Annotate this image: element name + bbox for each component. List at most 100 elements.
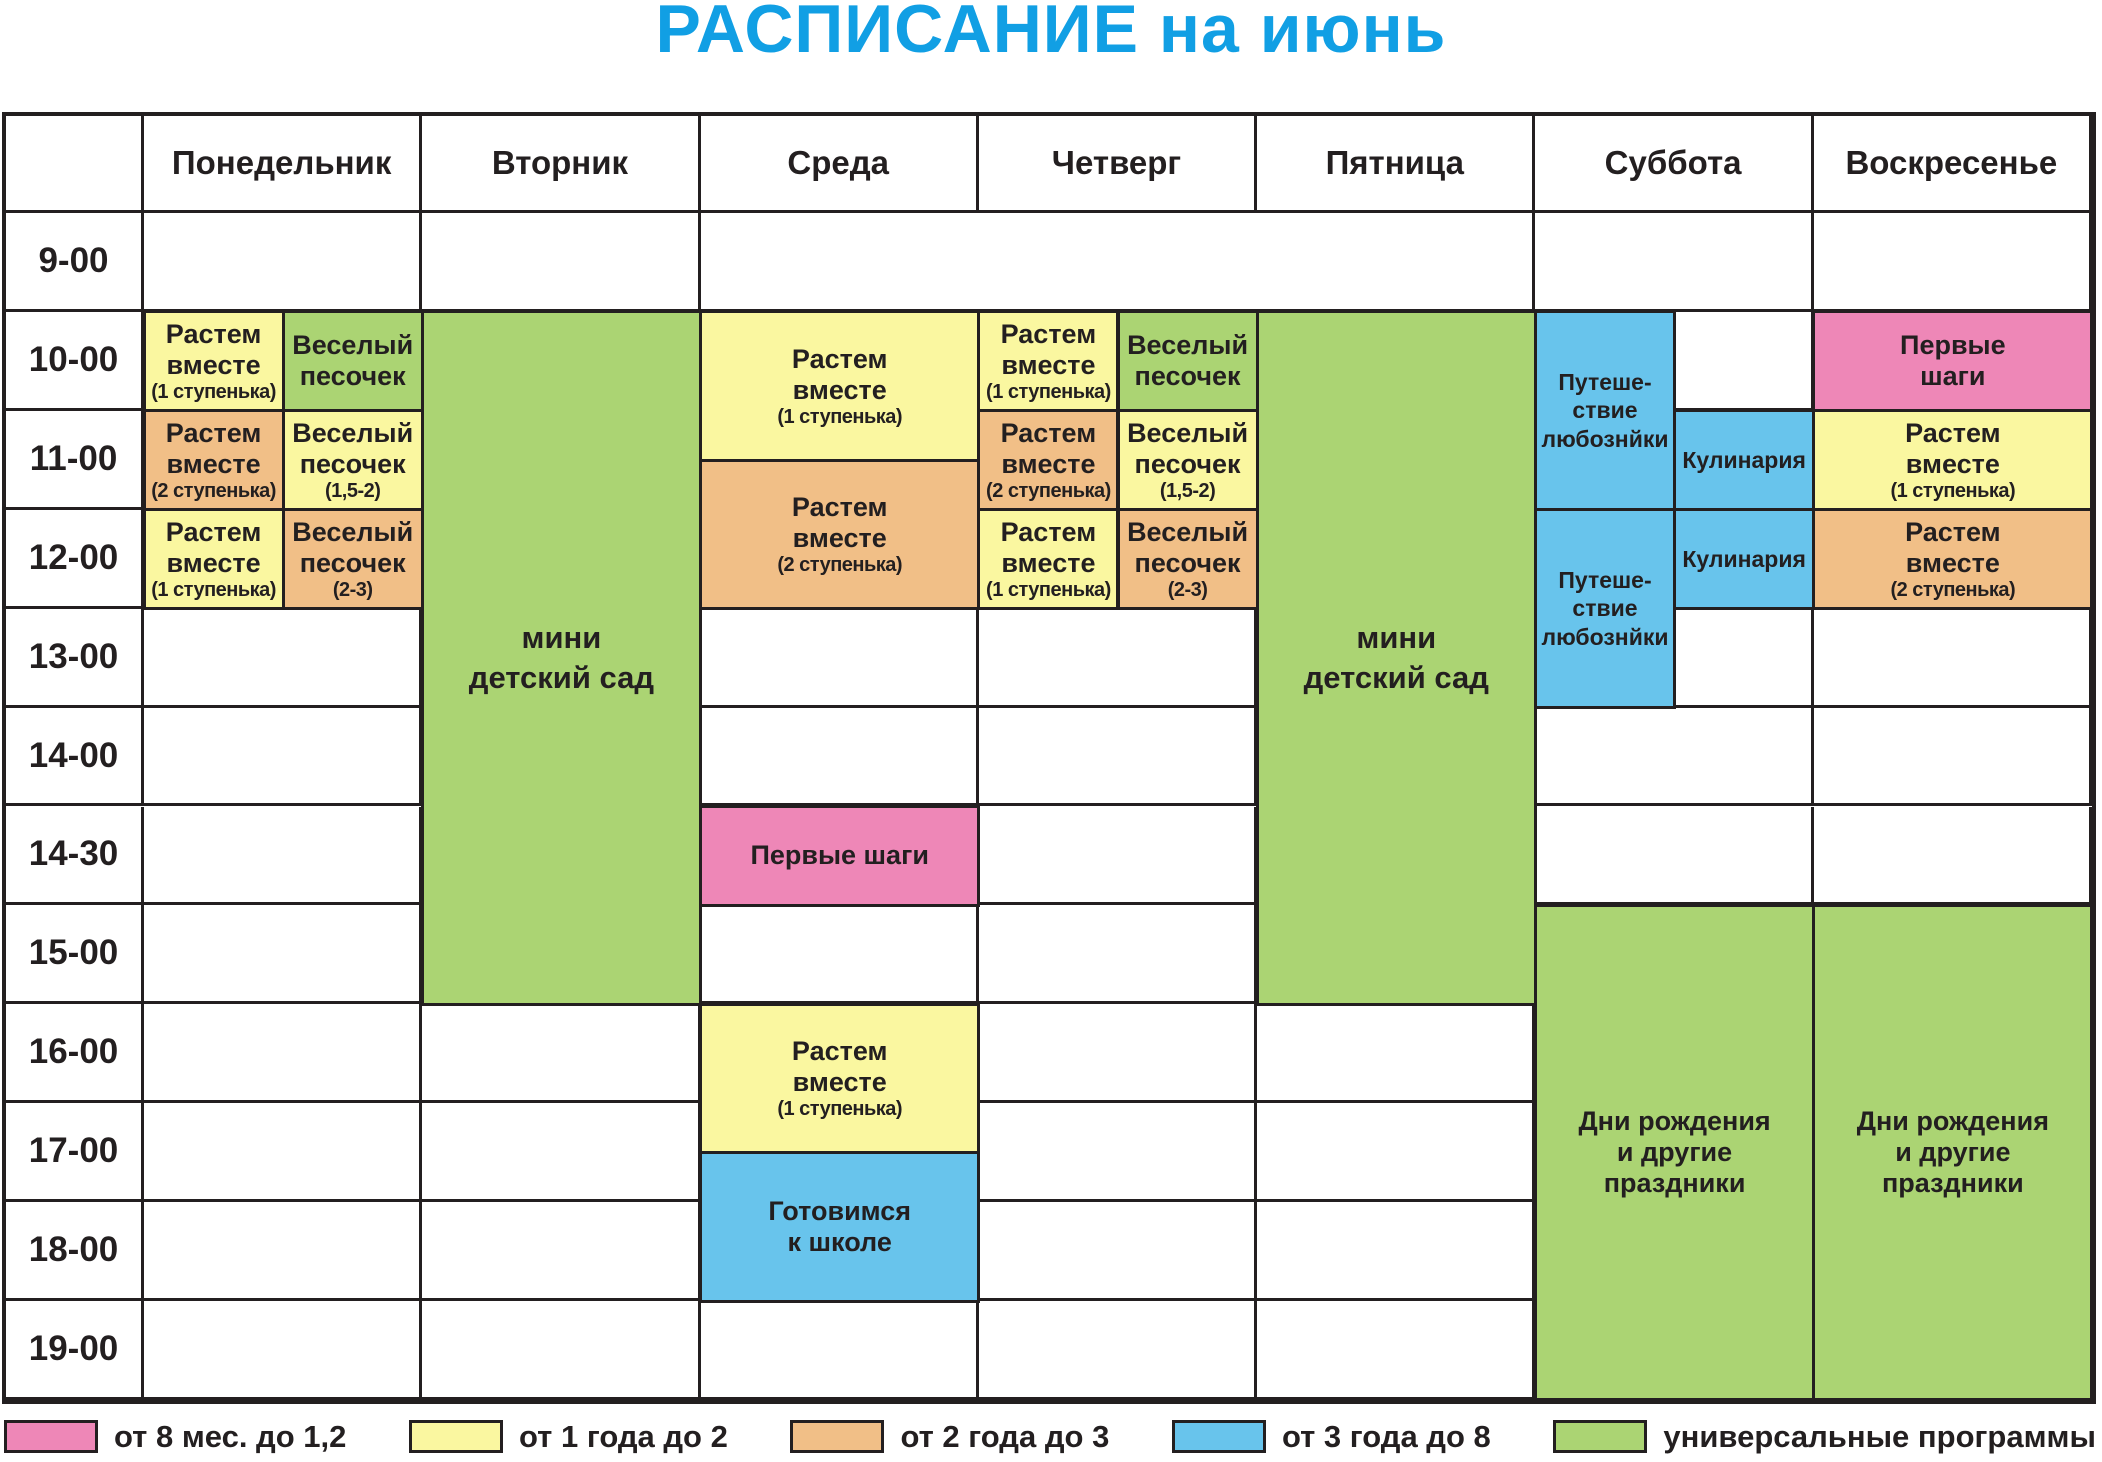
schedule-block-title: Дни рождения и другие праздники bbox=[1856, 1106, 2049, 1199]
legend-item: универсальные программы bbox=[1553, 1419, 2096, 1455]
schedule-block-title: Веселый песочек bbox=[1127, 330, 1249, 392]
grid-cell bbox=[978, 1004, 1258, 1104]
schedule-block: Веселый песочек (2-3) bbox=[281, 508, 424, 611]
schedule-block-title: Первые шаги bbox=[750, 840, 929, 871]
page-title: РАСПИСАНИЕ на июнь bbox=[655, 0, 1447, 67]
schedule-block: Растем вместе (1 ступенька) bbox=[699, 310, 981, 462]
time-cell: 14-30 bbox=[6, 806, 144, 906]
legend-item: от 2 года до 3 bbox=[790, 1419, 1109, 1455]
grid-cell bbox=[144, 213, 423, 312]
grid-cell bbox=[144, 1004, 423, 1104]
grid-cell bbox=[144, 1103, 423, 1203]
grid-cell bbox=[144, 707, 423, 807]
time-cell: 10-00 bbox=[6, 311, 144, 411]
schedule-block-note: (1 ступенька) bbox=[986, 578, 1111, 601]
grid-cell bbox=[144, 905, 423, 1005]
day-header-7: Воскресенье bbox=[1813, 116, 2092, 213]
schedule-block: Веселый песочек (1,5-2) bbox=[281, 409, 424, 512]
legend-swatch bbox=[790, 1420, 885, 1453]
schedule-block-note: (2 ступенька) bbox=[151, 479, 276, 502]
schedule-block: Путеше- ствие любознйки bbox=[1533, 310, 1677, 512]
schedule-block-note: (2-3) bbox=[1167, 578, 1208, 601]
schedule-block-title: Кулинария bbox=[1682, 545, 1806, 572]
time-cell: 17-00 bbox=[6, 1103, 144, 1203]
grid-cell bbox=[978, 806, 1258, 906]
grid-cell bbox=[422, 1103, 701, 1203]
schedule-block-note: (1 ступенька) bbox=[986, 380, 1111, 403]
schedule-block-title: Растем вместе bbox=[1000, 417, 1097, 479]
time-cell: 9-00 bbox=[6, 213, 144, 312]
grid-cell bbox=[422, 1301, 701, 1400]
schedule-block-note: (2 ступенька) bbox=[986, 479, 1111, 502]
schedule-block-title: Растем вместе bbox=[791, 491, 888, 553]
schedule-block-title: мини детский сад bbox=[468, 619, 655, 696]
grid-cell bbox=[700, 608, 979, 708]
schedule-block-note: (2 ступенька) bbox=[777, 554, 903, 577]
grid-cell bbox=[144, 1202, 423, 1302]
schedule-block: Растем вместе (1 ступенька) bbox=[977, 508, 1120, 611]
schedule-block-title: Путеше- ствие любознйки bbox=[1541, 368, 1669, 453]
schedule-block-title: Веселый песочек bbox=[1127, 417, 1249, 479]
schedule-block-title: Веселый песочек bbox=[1127, 516, 1249, 578]
grid-cell bbox=[978, 608, 1258, 708]
legend-label: от 8 мес. до 1,2 bbox=[114, 1418, 347, 1454]
schedule-block-note: (1 ступенька) bbox=[151, 380, 276, 403]
legend-swatch bbox=[1553, 1420, 1648, 1453]
schedule-block-title: Растем вместе bbox=[165, 417, 262, 479]
grid-cell bbox=[700, 707, 979, 807]
grid-cell bbox=[978, 905, 1258, 1005]
schedule-block-title: Веселый песочек bbox=[292, 516, 414, 578]
grid-cell bbox=[1813, 213, 2092, 312]
grid-cell bbox=[1813, 608, 2092, 708]
schedule-block-note: (2 ступенька) bbox=[1890, 578, 2016, 601]
grid-cell bbox=[700, 1301, 979, 1400]
schedule-block: Веселый песочек (2-3) bbox=[1116, 508, 1259, 611]
schedule-block: Первые шаги bbox=[1812, 310, 2094, 413]
schedule-block-note: (1 ступенька) bbox=[151, 578, 276, 601]
time-cell: 11-00 bbox=[6, 410, 144, 510]
schedule-block-note: (2-3) bbox=[332, 578, 373, 601]
grid-cell bbox=[700, 905, 979, 1005]
grid-cell bbox=[144, 806, 423, 906]
day-header-5: Пятница bbox=[1257, 116, 1536, 213]
legend-label: от 3 года до 8 bbox=[1281, 1418, 1491, 1454]
grid-cell bbox=[422, 1004, 701, 1104]
schedule-block: Растем вместе (1 ступенька) bbox=[977, 310, 1120, 413]
schedule-block-note: (1 ступенька) bbox=[777, 405, 903, 428]
time-cell: 18-00 bbox=[6, 1202, 144, 1302]
grid-cell bbox=[422, 1202, 701, 1302]
schedule-block: Первые шаги bbox=[699, 805, 981, 907]
grid-cell bbox=[1257, 1202, 1536, 1302]
schedule-block: Веселый песочек bbox=[1116, 310, 1259, 413]
legend-swatch bbox=[4, 1420, 98, 1453]
schedule-block-note: (1 ступенька) bbox=[777, 1098, 903, 1121]
day-header-2: Вторник bbox=[422, 116, 701, 213]
schedule-table: Понедельник Вторник Среда Четверг Пятница Суб… bbox=[2, 112, 2096, 1404]
grid-cell bbox=[1535, 213, 1814, 312]
schedule-block: Веселый песочек bbox=[281, 310, 424, 413]
legend: от 8 мес. до 1,2 от 1 года до 2 от 2 года … bbox=[4, 1413, 2096, 1460]
schedule-block: мини детский сад bbox=[1255, 310, 1537, 1006]
grid-cell bbox=[1535, 806, 1814, 906]
grid-cell bbox=[978, 707, 1258, 807]
grid-cell bbox=[1813, 707, 2092, 807]
time-cell: 13-00 bbox=[6, 608, 144, 708]
grid-cell bbox=[1535, 707, 1814, 807]
schedule-block-title: мини детский сад bbox=[1303, 619, 1489, 696]
legend-item: от 3 года до 8 bbox=[1171, 1418, 1491, 1455]
day-header-4: Четверг bbox=[978, 116, 1258, 213]
schedule-block-note: (1,5-2) bbox=[325, 479, 381, 502]
schedule-block-title: Дни рождения и другие праздники bbox=[1578, 1106, 1771, 1199]
schedule-block: Путеше- ствие любознйки bbox=[1533, 508, 1677, 710]
schedule-block: Растем вместе (1 ступенька) bbox=[699, 1002, 981, 1155]
schedule-block: Кулинария bbox=[1673, 508, 1816, 611]
legend-label: универсальные программы bbox=[1663, 1418, 2096, 1454]
schedule-block-title: Растем вместе bbox=[165, 318, 262, 380]
legend-item: от 1 года до 2 bbox=[409, 1419, 728, 1455]
schedule-block-title: Растем вместе bbox=[791, 1035, 888, 1098]
schedule-block-title: Первые шаги bbox=[1900, 330, 2006, 392]
grid-cell bbox=[978, 1301, 1258, 1400]
day-header-6: Суббота bbox=[1535, 116, 1814, 213]
grid-cell bbox=[1257, 1301, 1536, 1400]
schedule-block-title: Готовимся к школе bbox=[768, 1195, 912, 1257]
